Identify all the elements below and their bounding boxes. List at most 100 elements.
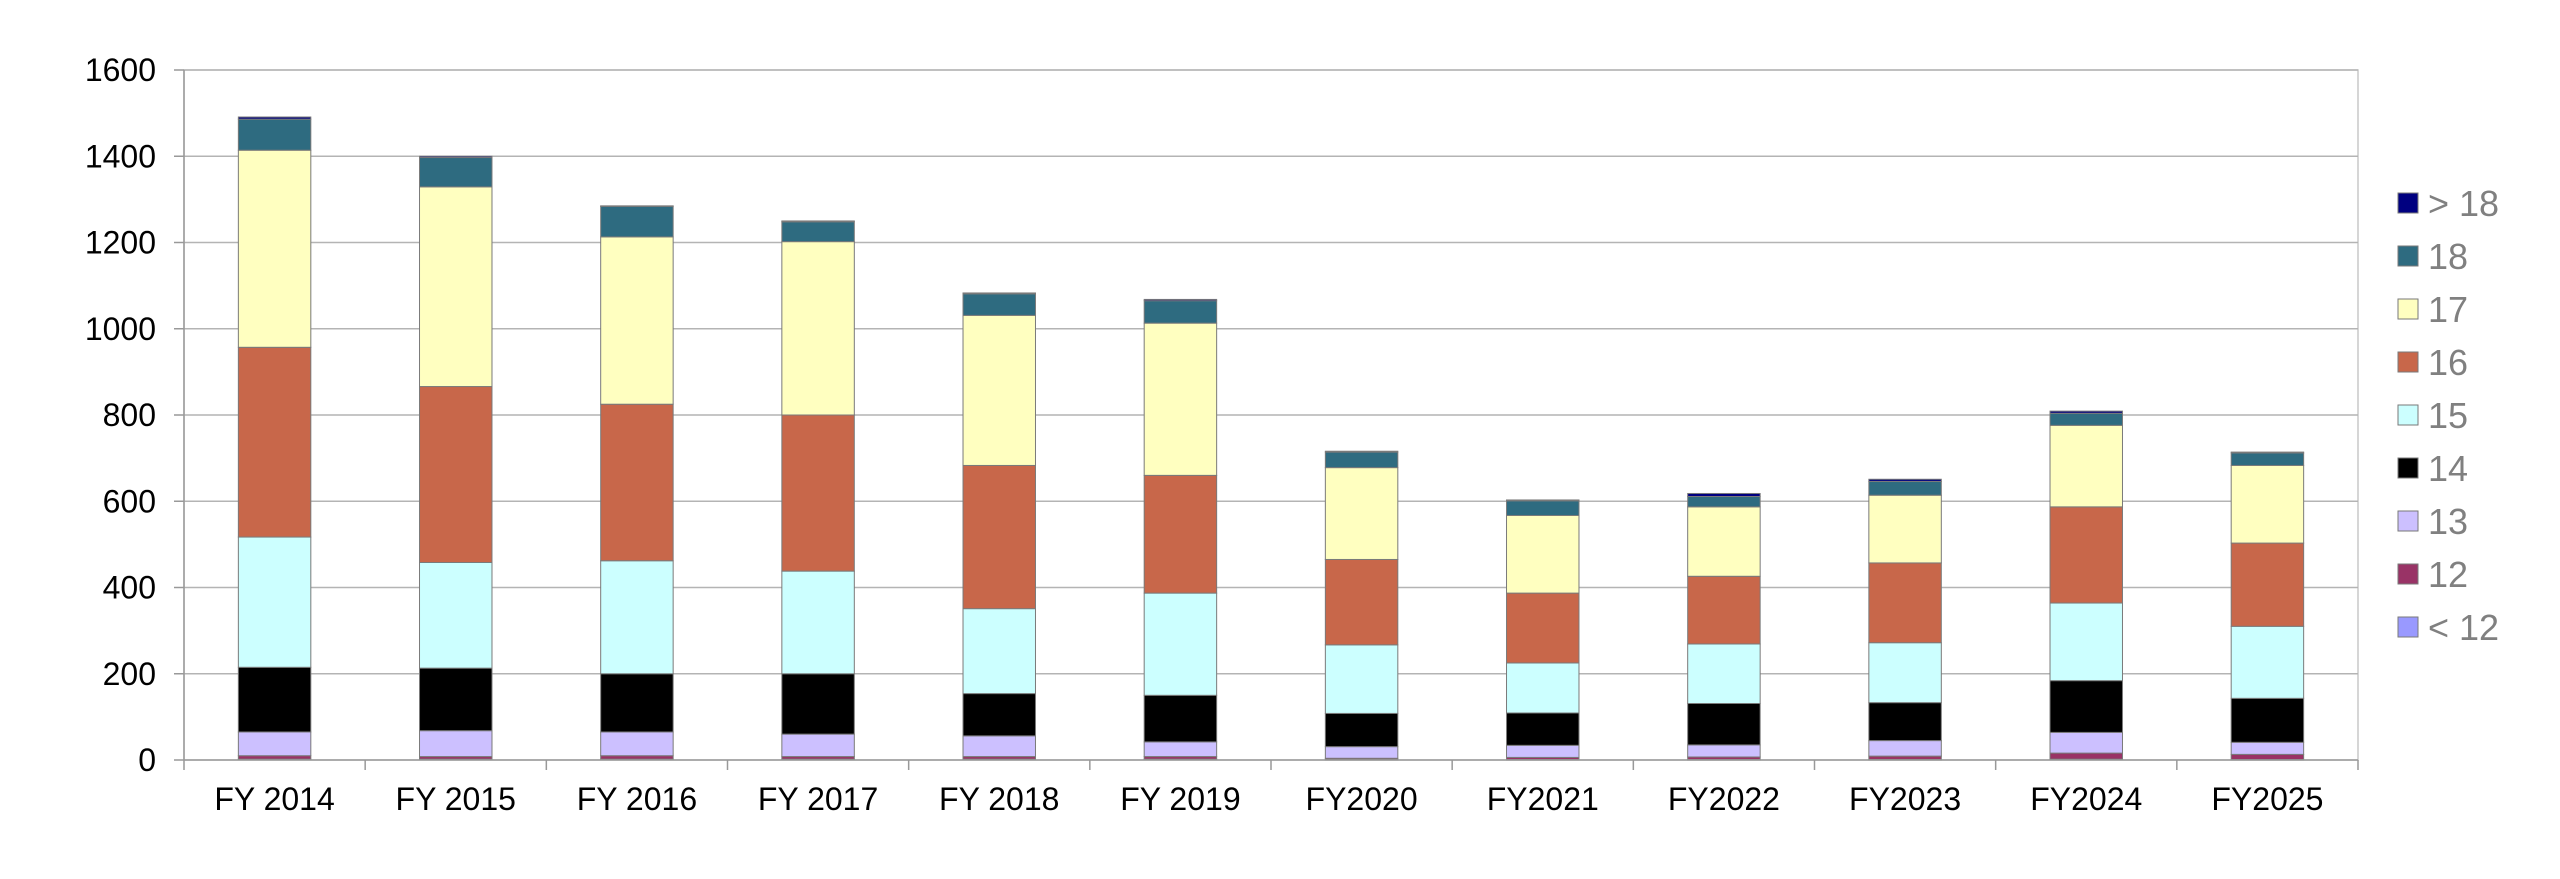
axes: 0 200 400 600 800 1000 1200 1400 1600 FY 2014 FY 2… (85, 52, 2359, 817)
bar-fy-2018-16 (962, 464, 1036, 610)
bar-fy2022-gt-18 (1687, 492, 1761, 498)
bar-fy-2014-18 (237, 118, 312, 151)
bar-fy2021-18 (1506, 500, 1580, 516)
bar-fy-2015-16 (419, 386, 493, 563)
bar-fy2023-gt-18 (1868, 478, 1942, 482)
bar-fy-2019-13 (1143, 741, 1218, 758)
bar-fy-2018-13 (962, 735, 1036, 758)
bar-fy-2015-15 (419, 561, 493, 669)
bar-fy2022-13 (1687, 744, 1761, 758)
bar-fy2022-15 (1687, 643, 1761, 705)
bar-fy-2018-17 (962, 314, 1036, 466)
bar-fy2022-14 (1687, 703, 1761, 746)
bar-fy-2018-15 (962, 608, 1036, 695)
bar-fy-2017-14 (781, 673, 855, 735)
bar-fy-2015-17 (419, 186, 493, 388)
bar-fy-2014-13 (237, 731, 312, 757)
bar-fy-2016-15 (600, 560, 674, 675)
legend-label-15: 15 (2428, 395, 2468, 436)
bar-fy2023-14 (1868, 702, 1942, 742)
bar-fy2024-16 (2049, 506, 2123, 604)
bar-fy-2017-13 (781, 733, 855, 758)
legend-swatch-12 (2397, 563, 2419, 585)
bar-fy-2019-15 (1143, 592, 1218, 696)
bar-fy2025-14 (2230, 697, 2305, 743)
legend-swatch-18 (2397, 245, 2419, 267)
bar-fy-2018-14 (962, 693, 1036, 737)
bar-fy2020-16 (1324, 558, 1399, 646)
y-tick-label-1200: 1200 (85, 225, 156, 261)
bar-fy-2017-gt-18 (781, 220, 855, 223)
bar-fy2021-15 (1506, 662, 1580, 714)
legend-label-18: 18 (2428, 236, 2468, 277)
y-tick-label-0: 0 (138, 742, 156, 778)
legend-label-16: 16 (2428, 342, 2468, 383)
bar-fy-2017-18 (781, 221, 855, 243)
x-tick-label-fy2024: FY2024 (2030, 781, 2142, 817)
legend-swatch-lt-12 (2397, 616, 2419, 638)
bar-fy2025-16 (2230, 542, 2305, 627)
x-tick-label-fy-2018: FY 2018 (939, 781, 1059, 817)
bar-fy-2014-12 (237, 755, 312, 760)
bar-fy2024-18 (2049, 412, 2123, 426)
bar-fy2025-17 (2230, 464, 2305, 544)
bar-fy2022-17 (1687, 506, 1761, 577)
bar-fy2021-13 (1506, 744, 1580, 758)
bar-fy-2016-17 (600, 236, 674, 405)
bar-fy2025-gt-18 (2230, 451, 2305, 454)
bar-fy-2015-14 (419, 667, 493, 732)
legend-label-lt-12: < 12 (2428, 607, 2499, 648)
bar-fy2024-13 (2049, 731, 2123, 754)
gridlines (184, 69, 2358, 675)
x-tick-label-fy-2015: FY 2015 (396, 781, 516, 817)
bar-fy-2015-18 (419, 157, 493, 188)
x-tick-label-fy-2019: FY 2019 (1120, 781, 1240, 817)
x-tick-label-fy2022: FY2022 (1668, 781, 1780, 817)
bar-fy2023-15 (1868, 642, 1942, 704)
legend: > 18 18 17 16 15 14 13 12 < 12 (2397, 183, 2499, 648)
bar-fy-2014-15 (237, 536, 312, 668)
x-tick-label-fy2021: FY2021 (1487, 781, 1599, 817)
bar-fy2022-16 (1687, 575, 1761, 645)
bar-fy-2019-gt-18 (1143, 298, 1218, 302)
bars (237, 116, 2305, 761)
bar-fy-2016-18 (600, 205, 674, 238)
legend-swatch-17 (2397, 298, 2419, 320)
bar-fy2023-17 (1868, 494, 1942, 564)
x-tick-label-fy-2014: FY 2014 (214, 781, 334, 817)
bar-fy-2017-15 (781, 570, 855, 675)
y-tick-label-800: 800 (103, 397, 156, 433)
bar-fy-2017-16 (781, 414, 855, 572)
bar-fy2023-16 (1868, 562, 1942, 644)
y-tick-label-1600: 1600 (85, 52, 156, 88)
bar-fy-2014-14 (237, 666, 312, 733)
legend-swatch-14 (2397, 457, 2419, 479)
bar-fy2020-14 (1324, 712, 1399, 748)
legend-swatch-13 (2397, 510, 2419, 532)
bar-fy2021-16 (1506, 592, 1580, 664)
bar-fy-2016-13 (600, 731, 674, 757)
x-tick-label-fy2020: FY2020 (1306, 781, 1418, 817)
bar-fy2024-15 (2049, 602, 2123, 682)
x-tick-label-fy-2017: FY 2017 (758, 781, 878, 817)
bar-fy-2014-17 (237, 149, 312, 348)
bar-fy-2014-16 (237, 346, 312, 538)
bar-fy-2018-18 (962, 293, 1036, 316)
legend-swatch-15 (2397, 404, 2419, 426)
bar-fy2024-17 (2049, 424, 2123, 508)
bar-fy2025-18 (2230, 452, 2305, 466)
bar-fy2021-gt-18 (1506, 499, 1580, 502)
x-tick-label-fy-2016: FY 2016 (577, 781, 697, 817)
bar-fy-2016-14 (600, 673, 674, 733)
bar-fy2024-gt-18 (2049, 410, 2123, 414)
bar-fy-2016-16 (600, 403, 674, 562)
legend-label-14: 14 (2428, 448, 2468, 489)
bar-fy2025-15 (2230, 625, 2305, 699)
bar-fy2020-15 (1324, 644, 1399, 714)
bar-fy2023-12 (1868, 755, 1942, 761)
bar-fy-2018-gt-18 (962, 292, 1036, 295)
bar-fy-2015-gt-18 (419, 155, 493, 159)
bar-fy-2016-gt-18 (600, 205, 674, 207)
bar-fy-2016-12 (600, 755, 674, 760)
